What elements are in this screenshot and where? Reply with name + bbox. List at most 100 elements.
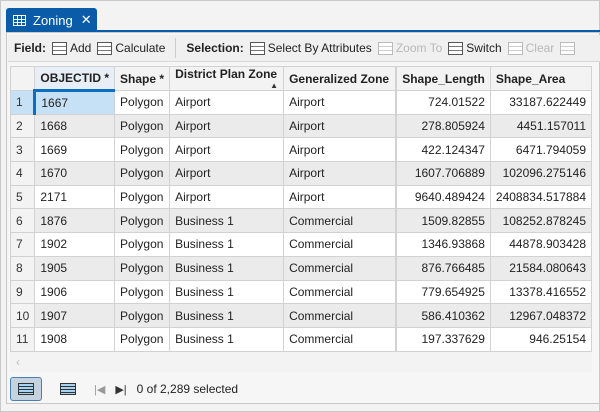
close-icon[interactable]: ✕ [80,12,92,27]
shape-cell[interactable]: Polygon [114,137,171,163]
column-header-district-plan-zone[interactable]: District Plan Zone ▲ [169,66,285,91]
shape-cell[interactable]: Polygon [114,232,171,257]
district-plan-zone-cell[interactable]: Business 1 [169,303,285,328]
table-row[interactable]: 4 1670 Polygon Airport Airport 1607.706889 102… [10,161,592,186]
objectid-cell[interactable]: 1907 [34,303,116,328]
shape-cell[interactable]: Polygon [114,113,171,139]
shape-area-cell[interactable]: 13378.416552 [489,279,592,305]
shape-cell[interactable]: Polygon [114,279,171,305]
row-number[interactable]: 5 [10,184,36,210]
generalized-zone-cell[interactable]: Commercial [283,208,397,234]
empty-cell[interactable] [169,350,285,352]
objectid-cell[interactable]: 1906 [34,279,116,305]
generalized-zone-cell[interactable]: Airport [283,90,397,115]
shape-area-cell[interactable]: 21584.080643 [489,255,592,281]
row-number[interactable]: 1 [10,90,37,115]
shape-length-cell[interactable]: 876.766485 [395,255,491,281]
select-all-corner[interactable] [10,66,36,91]
first-record-icon[interactable]: |◀ [94,383,106,396]
table-row[interactable]: 8 1905 Polygon Business 1 Commercial 876.7664… [10,255,592,281]
shape-cell[interactable]: Polygon [114,184,171,210]
shape-cell[interactable]: Polygon [114,90,171,115]
scroll-left-icon[interactable]: ‹ [16,355,20,369]
shape-cell[interactable]: Polygon [114,255,171,281]
column-header-objectid[interactable]: OBJECTID * [34,66,116,92]
shape-cell[interactable]: Polygon [114,208,171,234]
row-number[interactable]: 10 [10,303,36,328]
shape-area-cell[interactable]: 44878.903428 [489,232,592,257]
district-plan-zone-cell[interactable]: Airport [169,184,285,210]
zoom-to-button[interactable]: Zoom To [377,41,442,55]
generalized-zone-cell[interactable]: Airport [283,137,397,163]
objectid-cell[interactable]: 1908 [34,326,116,352]
district-plan-zone-cell[interactable]: Business 1 [169,326,285,352]
objectid-cell[interactable]: 1667 [34,90,116,115]
empty-cell[interactable] [114,350,171,352]
shape-length-cell[interactable]: 586.410362 [395,303,491,328]
horizontal-scrollbar[interactable]: ‹ [10,352,592,372]
clear-selection-button[interactable]: Clear [507,41,554,55]
shape-length-cell[interactable]: 197.337629 [395,326,491,352]
column-header-shape-length[interactable]: Shape_Length [395,66,491,91]
district-plan-zone-cell[interactable]: Airport [169,90,285,115]
shape-cell[interactable]: Polygon [114,326,171,352]
district-plan-zone-cell[interactable]: Airport [169,137,285,163]
column-header-shape-area[interactable]: Shape_Area [489,66,592,91]
show-selected-records-button[interactable] [52,377,84,401]
row-number[interactable]: 8 [10,255,36,281]
show-all-records-button[interactable] [10,377,42,401]
column-header-generalized-zone[interactable]: Generalized Zone [283,66,397,91]
objectid-cell[interactable]: 1905 [34,255,116,281]
shape-length-cell[interactable]: 1346.93868 [395,232,491,257]
generalized-zone-cell[interactable]: Commercial [283,255,397,281]
table-row[interactable]: 1 1667 Polygon Airport Airport 724.01522 33187… [10,90,592,115]
table-row[interactable]: 6 1876 Polygon Business 1 Commercial 1509.828… [10,208,592,234]
tab-zoning[interactable]: Zoning ✕ [6,8,97,32]
generalized-zone-cell[interactable]: Airport [283,113,397,139]
objectid-cell[interactable]: 1669 [34,137,116,163]
district-plan-zone-cell[interactable]: Business 1 [169,255,285,281]
objectid-cell[interactable]: 2171 [34,184,116,210]
empty-cell[interactable] [489,350,592,352]
shape-cell[interactable]: Polygon [114,303,171,328]
district-plan-zone-cell[interactable]: Business 1 [169,208,285,234]
shape-length-cell[interactable]: 1607.706889 [395,161,491,186]
shape-length-cell[interactable]: 422.124347 [395,137,491,163]
table-row[interactable]: 10 1907 Polygon Business 1 Commercial 586.410… [10,303,592,328]
table-row[interactable]: 2 1668 Polygon Airport Airport 278.805924 4451… [10,113,592,139]
delete-selection-button[interactable] [560,41,576,55]
shape-area-cell[interactable]: 12967.048372 [489,303,592,328]
row-number[interactable]: 9 [10,279,36,305]
select-by-attributes-button[interactable]: Select By Attributes [249,41,372,55]
shape-cell[interactable]: Polygon [114,161,171,186]
generalized-zone-cell[interactable]: Commercial [283,232,397,257]
district-plan-zone-cell[interactable]: Business 1 [169,232,285,257]
district-plan-zone-cell[interactable]: Business 1 [169,279,285,305]
objectid-cell[interactable]: 1668 [34,113,116,139]
generalized-zone-cell[interactable]: Airport [283,161,397,186]
generalized-zone-cell[interactable]: Commercial [283,303,397,328]
calculate-field-button[interactable]: Calculate [97,41,165,55]
shape-length-cell[interactable]: 278.805924 [395,113,491,139]
shape-length-cell[interactable]: 724.01522 [395,90,491,115]
row-number[interactable]: 6 [10,208,36,234]
empty-cell[interactable] [10,350,36,352]
generalized-zone-cell[interactable]: Commercial [283,326,397,352]
table-row[interactable]: 7 1902 Polygon Business 1 Commercial 1346.938… [10,232,592,257]
shape-length-cell[interactable]: 779.654925 [395,279,491,305]
add-field-button[interactable]: Add [52,41,91,55]
table-row[interactable]: 9 1906 Polygon Business 1 Commercial 779.6549… [10,279,592,305]
generalized-zone-cell[interactable]: Commercial [283,279,397,305]
shape-area-cell[interactable]: 108252.878245 [489,208,592,234]
table-row[interactable]: 3 1669 Polygon Airport Airport 422.124347 6471… [10,137,592,163]
shape-length-cell[interactable]: 9640.489424 [395,184,491,210]
shape-length-cell[interactable]: 1509.82855 [395,208,491,234]
row-number[interactable]: 2 [10,113,36,139]
switch-selection-button[interactable]: Switch [448,41,502,55]
row-number[interactable]: 7 [10,232,36,257]
shape-area-cell[interactable]: 946.25154 [489,326,592,352]
objectid-cell[interactable]: 1902 [34,232,116,257]
column-header-shape[interactable]: Shape * [114,66,171,91]
table-row[interactable]: 11 1908 Polygon Business 1 Commercial 197.337… [10,326,592,352]
row-number[interactable]: 3 [10,137,36,163]
